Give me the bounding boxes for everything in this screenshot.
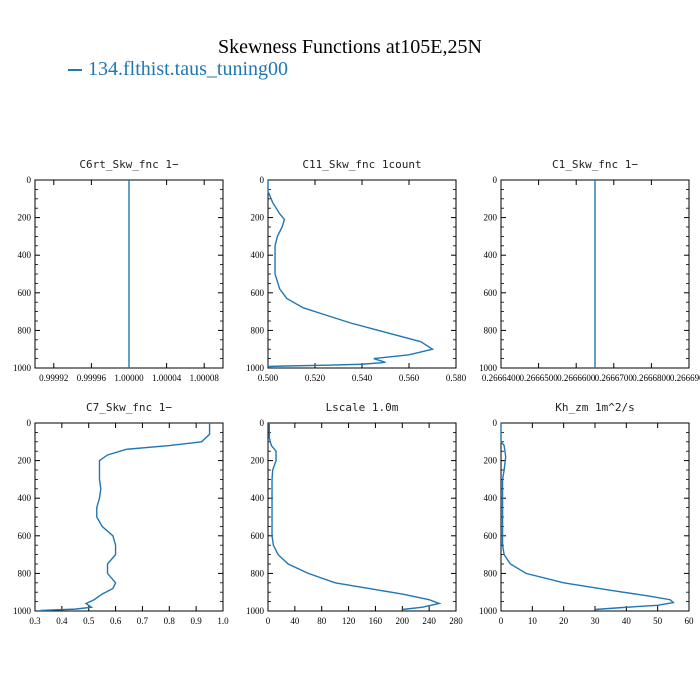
x-tick-label: 0.520 (305, 373, 326, 383)
x-tick-label: 0.540 (352, 373, 373, 383)
y-tick-label: 0 (493, 175, 498, 185)
y-tick-label: 400 (18, 493, 32, 503)
panel-title: C1_Skw_fnc 1− (552, 158, 638, 171)
x-tick-label: 0.2666800 (632, 373, 671, 383)
y-tick-label: 400 (18, 250, 32, 260)
y-tick-label: 800 (484, 568, 498, 578)
y-tick-label: 600 (251, 531, 265, 541)
y-tick-label: 800 (18, 325, 32, 335)
y-tick-label: 600 (251, 288, 265, 298)
x-tick-label: 40 (622, 616, 632, 626)
series-line (268, 423, 442, 611)
panel-title: C11_Skw_fnc 1count (302, 158, 421, 171)
x-tick-label: 30 (591, 616, 601, 626)
x-tick-label: 0 (499, 616, 504, 626)
y-tick-label: 200 (18, 456, 32, 466)
y-tick-label: 1000 (246, 363, 265, 373)
x-tick-label: 0.7 (137, 616, 149, 626)
x-tick-label: 280 (449, 616, 463, 626)
x-tick-label: 0.6 (110, 616, 122, 626)
series-line (40, 423, 211, 612)
x-tick-label: 1.00008 (190, 373, 220, 383)
y-tick-label: 0 (260, 418, 265, 428)
y-tick-label: 400 (484, 493, 498, 503)
y-tick-label: 200 (484, 213, 498, 223)
x-tick-label: 50 (653, 616, 663, 626)
plot-frame (500, 422, 690, 612)
y-tick-label: 400 (251, 250, 265, 260)
x-tick-label: 0.99992 (39, 373, 68, 383)
series-line (267, 180, 435, 368)
panel-title: C7_Skw_fnc 1− (86, 401, 172, 414)
x-tick-label: 1.00000 (114, 373, 144, 383)
y-tick-label: 600 (484, 288, 498, 298)
chart-title: Skewness Functions at105E,25N (218, 36, 482, 58)
x-tick-label: 20 (559, 616, 569, 626)
x-tick-label: 0.580 (446, 373, 467, 383)
y-tick-label: 200 (251, 213, 265, 223)
y-tick-label: 1000 (479, 606, 498, 616)
x-tick-label: 0.2666600 (557, 373, 596, 383)
y-tick-label: 1000 (246, 606, 265, 616)
panel-title: Kh_zm 1m^2/s (555, 401, 634, 414)
x-tick-label: 200 (396, 616, 410, 626)
x-tick-label: 0.3 (29, 616, 41, 626)
y-tick-label: 200 (484, 456, 498, 466)
series-line (500, 423, 675, 611)
x-tick-label: 0.2666700 (595, 373, 634, 383)
y-tick-label: 1000 (479, 363, 498, 373)
plot-frame (34, 422, 224, 612)
y-tick-label: 600 (484, 531, 498, 541)
y-tick-label: 0 (260, 175, 265, 185)
x-tick-label: 240 (422, 616, 436, 626)
x-tick-label: 0.4 (56, 616, 68, 626)
y-tick-label: 400 (251, 493, 265, 503)
y-tick-label: 0 (27, 418, 32, 428)
x-tick-label: 0.2666500 (519, 373, 558, 383)
x-tick-label: 120 (342, 616, 356, 626)
y-tick-label: 200 (251, 456, 265, 466)
x-tick-label: 0.560 (399, 373, 420, 383)
x-tick-label: 0.5 (83, 616, 95, 626)
panel-title: C6rt_Skw_fnc 1− (79, 158, 179, 171)
y-tick-label: 600 (18, 288, 32, 298)
panel-title: Lscale 1.0m (326, 401, 399, 414)
legend-line-swatch (68, 68, 82, 71)
y-tick-label: 200 (18, 213, 32, 223)
y-tick-label: 800 (251, 568, 265, 578)
x-tick-label: 40 (290, 616, 300, 626)
y-tick-label: 0 (493, 418, 498, 428)
y-tick-label: 1000 (13, 606, 32, 616)
x-tick-label: 0.2666400 (482, 373, 521, 383)
y-tick-label: 1000 (13, 363, 32, 373)
x-tick-label: 0.8 (164, 616, 176, 626)
legend-label: 134.flthist.taus_tuning00 (88, 58, 288, 80)
x-tick-label: 0.99996 (77, 373, 107, 383)
y-tick-label: 800 (18, 568, 32, 578)
x-tick-label: 10 (528, 616, 538, 626)
x-tick-label: 0.500 (258, 373, 279, 383)
x-tick-label: 80 (317, 616, 327, 626)
y-tick-label: 800 (484, 325, 498, 335)
x-tick-label: 1.00004 (152, 373, 182, 383)
plot-frame (267, 422, 457, 612)
legend: 134.flthist.taus_tuning00 (68, 58, 288, 81)
y-tick-label: 800 (251, 325, 265, 335)
plot-frame (267, 179, 457, 369)
x-tick-label: 0.9 (191, 616, 203, 626)
x-tick-label: 1.0 (217, 616, 229, 626)
y-tick-label: 400 (484, 250, 498, 260)
x-tick-label: 60 (685, 616, 695, 626)
y-tick-label: 600 (18, 531, 32, 541)
x-tick-label: 0.2666900 (670, 373, 700, 383)
x-tick-label: 160 (369, 616, 383, 626)
x-tick-label: 0 (266, 616, 271, 626)
y-tick-label: 0 (27, 175, 32, 185)
